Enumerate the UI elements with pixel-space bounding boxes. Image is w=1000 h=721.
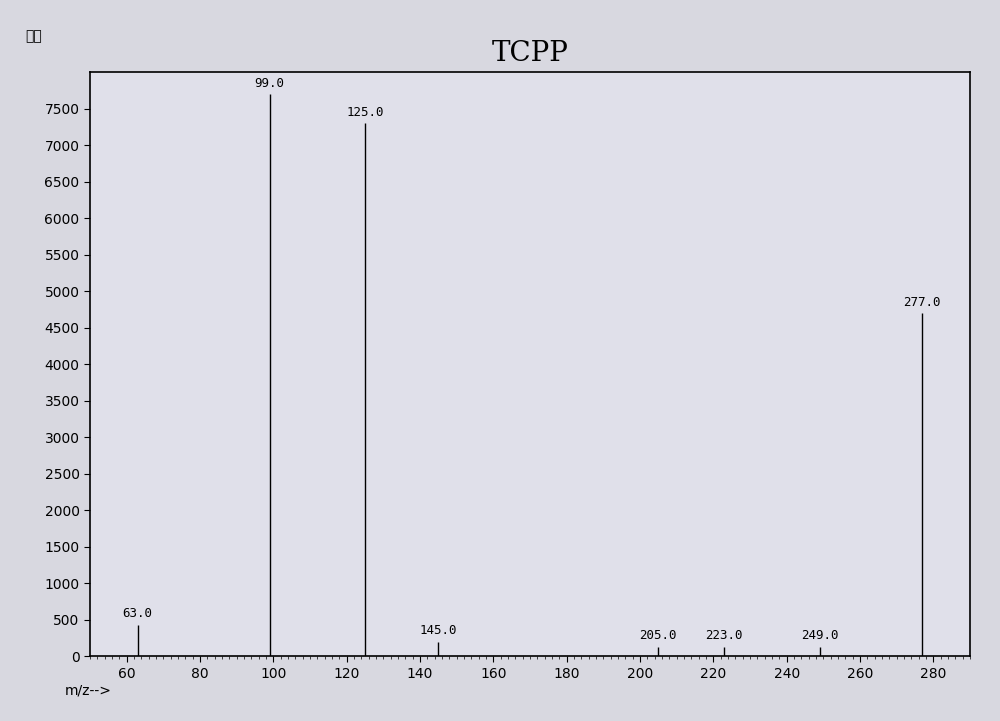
Text: 63.0: 63.0 bbox=[123, 607, 153, 620]
Text: 249.0: 249.0 bbox=[801, 629, 838, 642]
Text: 145.0: 145.0 bbox=[420, 624, 457, 637]
Title: TCPP: TCPP bbox=[492, 40, 568, 67]
Text: 99.0: 99.0 bbox=[255, 76, 285, 89]
Text: 205.0: 205.0 bbox=[640, 629, 677, 642]
Text: m/z-->: m/z--> bbox=[65, 684, 112, 698]
Text: 223.0: 223.0 bbox=[706, 629, 743, 642]
Text: 125.0: 125.0 bbox=[346, 106, 384, 119]
Text: 强度: 强度 bbox=[25, 29, 42, 43]
Text: 277.0: 277.0 bbox=[904, 296, 941, 309]
